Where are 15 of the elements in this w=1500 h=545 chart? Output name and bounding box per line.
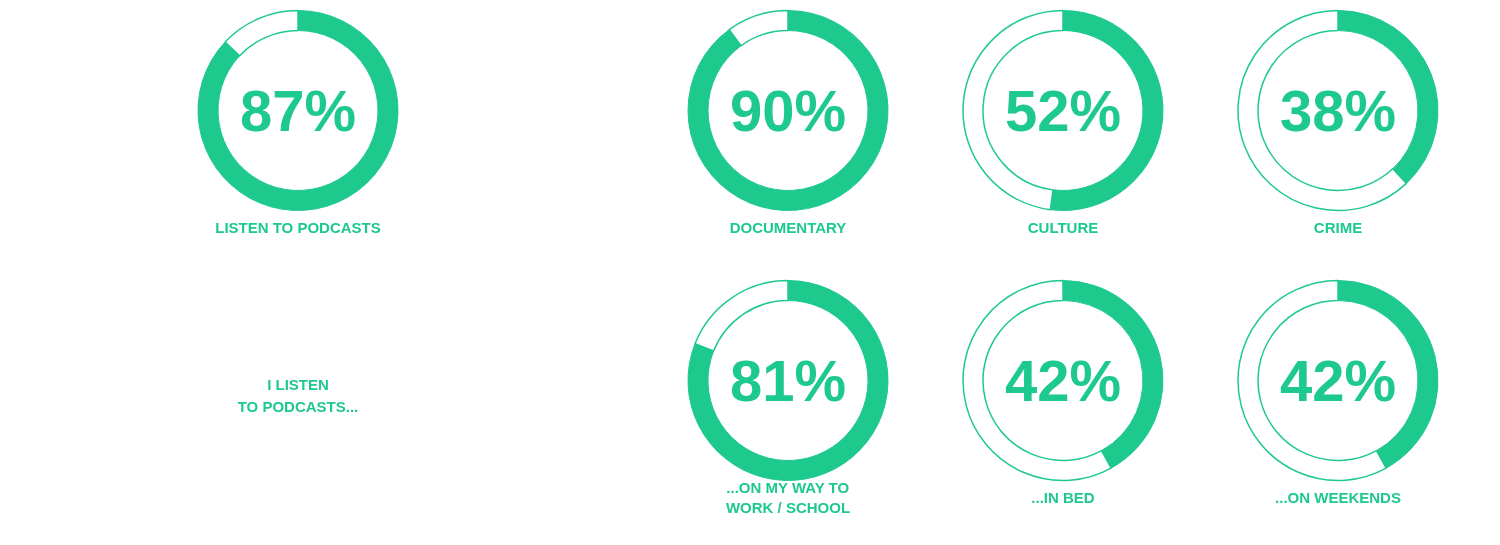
- text: ...IN BED: [1031, 489, 1095, 506]
- text: I LISTEN TO PODCASTS...: [237, 375, 359, 416]
- data-label: 90%: [729, 78, 847, 143]
- data-label: 52%: [1004, 78, 1122, 143]
- data-label: 81%: [729, 348, 847, 413]
- data-label: 38%: [1279, 78, 1397, 143]
- text: CRIME: [1313, 219, 1363, 236]
- data-label: 42%: [1279, 348, 1397, 413]
- text: ...ON MY WAY TO WORK / SCHOOL: [725, 478, 851, 517]
- text: DOCUMENTARY: [729, 219, 847, 236]
- data-label: 42%: [1004, 348, 1122, 413]
- text: CULTURE: [1027, 219, 1099, 236]
- text: ...ON WEEKENDS: [1275, 489, 1401, 506]
- data-label: 87%: [239, 78, 357, 143]
- text: LISTEN TO PODCASTS: [215, 219, 381, 236]
